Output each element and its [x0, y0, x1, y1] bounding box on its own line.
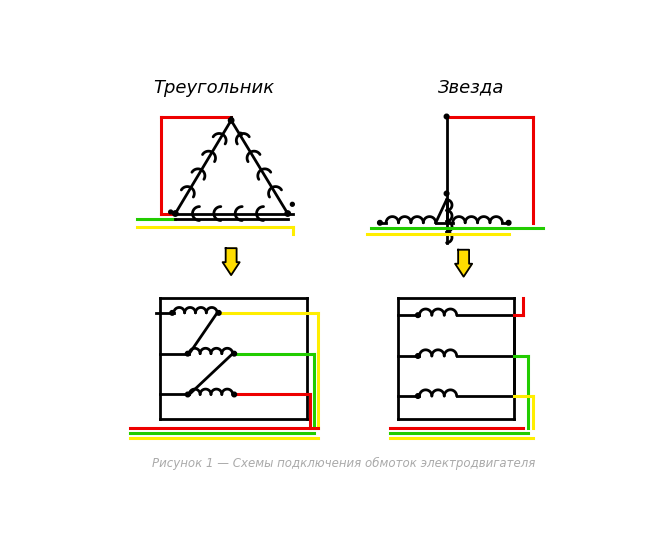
Circle shape [217, 311, 221, 315]
Circle shape [185, 351, 190, 356]
Text: Треугольник: Треугольник [154, 79, 274, 97]
Circle shape [228, 117, 234, 123]
Circle shape [415, 354, 420, 358]
Circle shape [378, 221, 382, 225]
Circle shape [444, 191, 449, 196]
Circle shape [415, 313, 420, 318]
Circle shape [232, 392, 237, 397]
Text: Рисунок 1 — Схемы подключения обмоток электродвигателя: Рисунок 1 — Схемы подключения обмоток эл… [152, 457, 535, 470]
Circle shape [238, 133, 242, 136]
Circle shape [285, 211, 291, 216]
Circle shape [444, 114, 449, 119]
Circle shape [415, 394, 420, 398]
Text: Звезда: Звезда [438, 79, 505, 97]
Circle shape [506, 221, 511, 225]
Circle shape [172, 211, 178, 216]
Circle shape [168, 210, 172, 214]
Polygon shape [223, 248, 240, 275]
Polygon shape [455, 250, 472, 276]
Circle shape [232, 351, 237, 356]
Circle shape [291, 202, 295, 206]
Circle shape [185, 392, 190, 397]
Circle shape [170, 311, 174, 315]
